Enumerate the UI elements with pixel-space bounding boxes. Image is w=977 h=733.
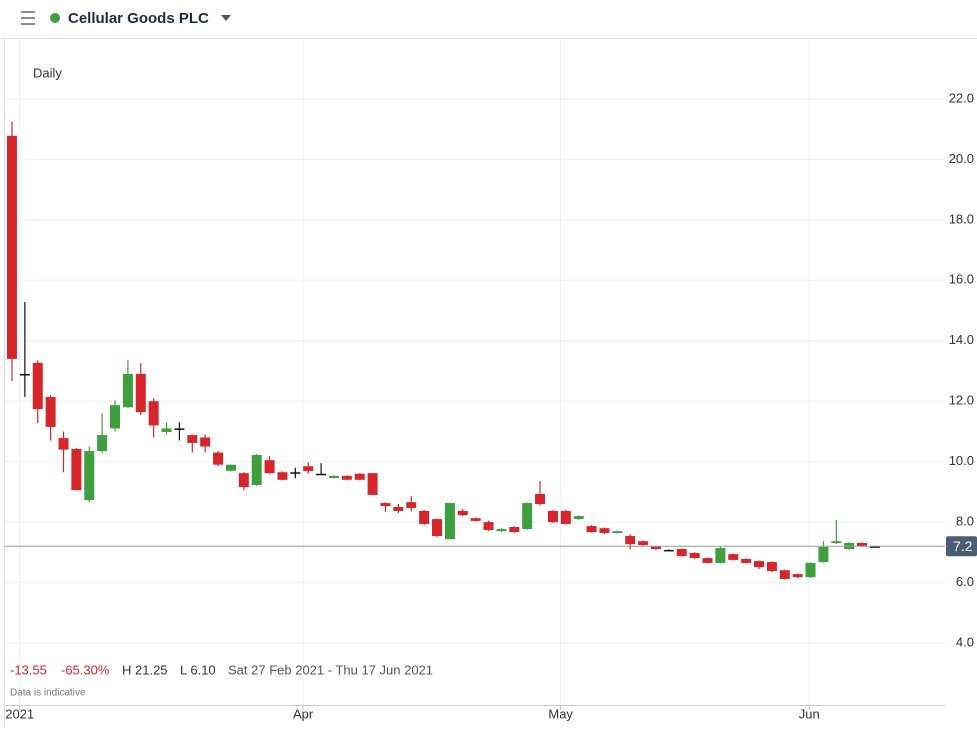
candle-body	[200, 437, 211, 447]
candle-body	[483, 522, 494, 530]
candle-body	[354, 473, 365, 480]
candle-body	[444, 503, 455, 540]
candle-body	[393, 507, 404, 511]
candle-body	[792, 574, 803, 578]
candle-body	[805, 562, 816, 578]
candle-body	[45, 396, 56, 427]
candle-body	[419, 510, 430, 524]
last-price-label: 7.2	[953, 538, 973, 554]
candle-body	[676, 549, 687, 556]
x-tick-label: Jun	[799, 706, 820, 721]
instrument-title[interactable]: Cellular Goods PLC	[68, 10, 209, 27]
plot-area: 4.0 6.0 8.0 10.0 12.0 14.0 16.0 18.0 20.0 22.0 202…	[5, 40, 977, 721]
candle-body	[663, 549, 674, 552]
candle-body	[535, 494, 546, 504]
candle-body	[97, 435, 108, 452]
period-high: H 21.25	[122, 662, 168, 677]
candle-body	[496, 529, 507, 532]
candle-body	[213, 452, 224, 465]
y-tick-label: 6.0	[956, 574, 974, 589]
candle-body	[650, 546, 661, 550]
candle-body	[225, 464, 236, 471]
candle-body	[728, 554, 739, 560]
last-price-tag	[946, 536, 977, 557]
candle-body	[457, 510, 468, 516]
menu-icon[interactable]	[21, 11, 35, 25]
candle-body	[380, 503, 391, 507]
candle-body	[303, 466, 314, 472]
candle-body	[779, 570, 790, 579]
candle-body	[290, 472, 301, 474]
candle-body	[857, 542, 868, 547]
candle-body	[573, 516, 584, 520]
candle-body	[612, 531, 623, 534]
y-tick-label: 16.0	[949, 272, 974, 287]
toolbar	[0, 0, 977, 38]
candle-body	[818, 546, 829, 563]
candle-body	[586, 526, 597, 533]
y-tick-label: 10.0	[949, 453, 974, 468]
candle-body	[6, 135, 17, 359]
candle-body	[741, 559, 752, 563]
interval-label: Daily	[33, 65, 62, 80]
change: -13.55	[10, 662, 47, 677]
candle-body	[316, 473, 327, 476]
candle-body	[264, 460, 275, 474]
note: Data is indicative	[10, 688, 86, 699]
candle-body	[148, 401, 159, 426]
candle-body	[406, 502, 417, 508]
candle-body	[71, 448, 82, 491]
candle-body	[560, 510, 571, 524]
candle-body	[135, 374, 146, 413]
candle-body	[522, 503, 533, 530]
candle-body	[702, 558, 713, 563]
dropdown-caret[interactable]	[221, 15, 231, 21]
candle-body	[547, 510, 558, 523]
candle-body	[161, 428, 172, 433]
candle-body	[187, 435, 198, 443]
candle-body	[470, 518, 481, 521]
candle-body	[84, 451, 95, 501]
candle-body	[638, 541, 649, 546]
candle-body	[58, 438, 69, 450]
x-tick-label: 2021	[5, 706, 34, 721]
y-tick-label: 18.0	[949, 211, 974, 226]
candle-body	[238, 473, 249, 488]
y-tick-label: 14.0	[949, 332, 974, 347]
candle-body	[32, 362, 43, 410]
y-tick-label: 20.0	[949, 151, 974, 166]
change-percent: -65.30%	[61, 662, 110, 677]
y-tick-label: 12.0	[949, 393, 974, 408]
y-tick-label: 4.0	[956, 634, 974, 649]
x-tick-label: Apr	[293, 706, 314, 721]
candle-body	[689, 552, 700, 559]
candle-body	[432, 519, 443, 537]
y-tick-label: 22.0	[949, 90, 974, 105]
candle-body	[19, 374, 30, 376]
candle-body	[328, 475, 339, 478]
candle-body	[110, 405, 121, 429]
candle-body	[625, 536, 636, 545]
candle-body	[341, 475, 352, 480]
candle-body	[251, 455, 262, 485]
candle-body	[599, 528, 610, 534]
x-tick-label: May	[548, 706, 573, 721]
candle-body	[367, 473, 378, 495]
candle-body	[509, 526, 520, 533]
date-range: Sat 27 Feb 2021 - Thu 17 Jun 2021	[228, 662, 433, 677]
candle-body	[766, 562, 777, 572]
y-tick-label: 8.0	[956, 514, 974, 529]
status-dot	[50, 13, 60, 23]
candle-body	[831, 541, 842, 543]
period-low: L 6.10	[180, 662, 216, 677]
candle-body	[715, 548, 726, 563]
candle-body	[869, 546, 880, 548]
candle-body	[122, 374, 133, 408]
candle-body	[277, 472, 288, 480]
candle-body	[174, 428, 185, 430]
candle-body	[754, 561, 765, 568]
